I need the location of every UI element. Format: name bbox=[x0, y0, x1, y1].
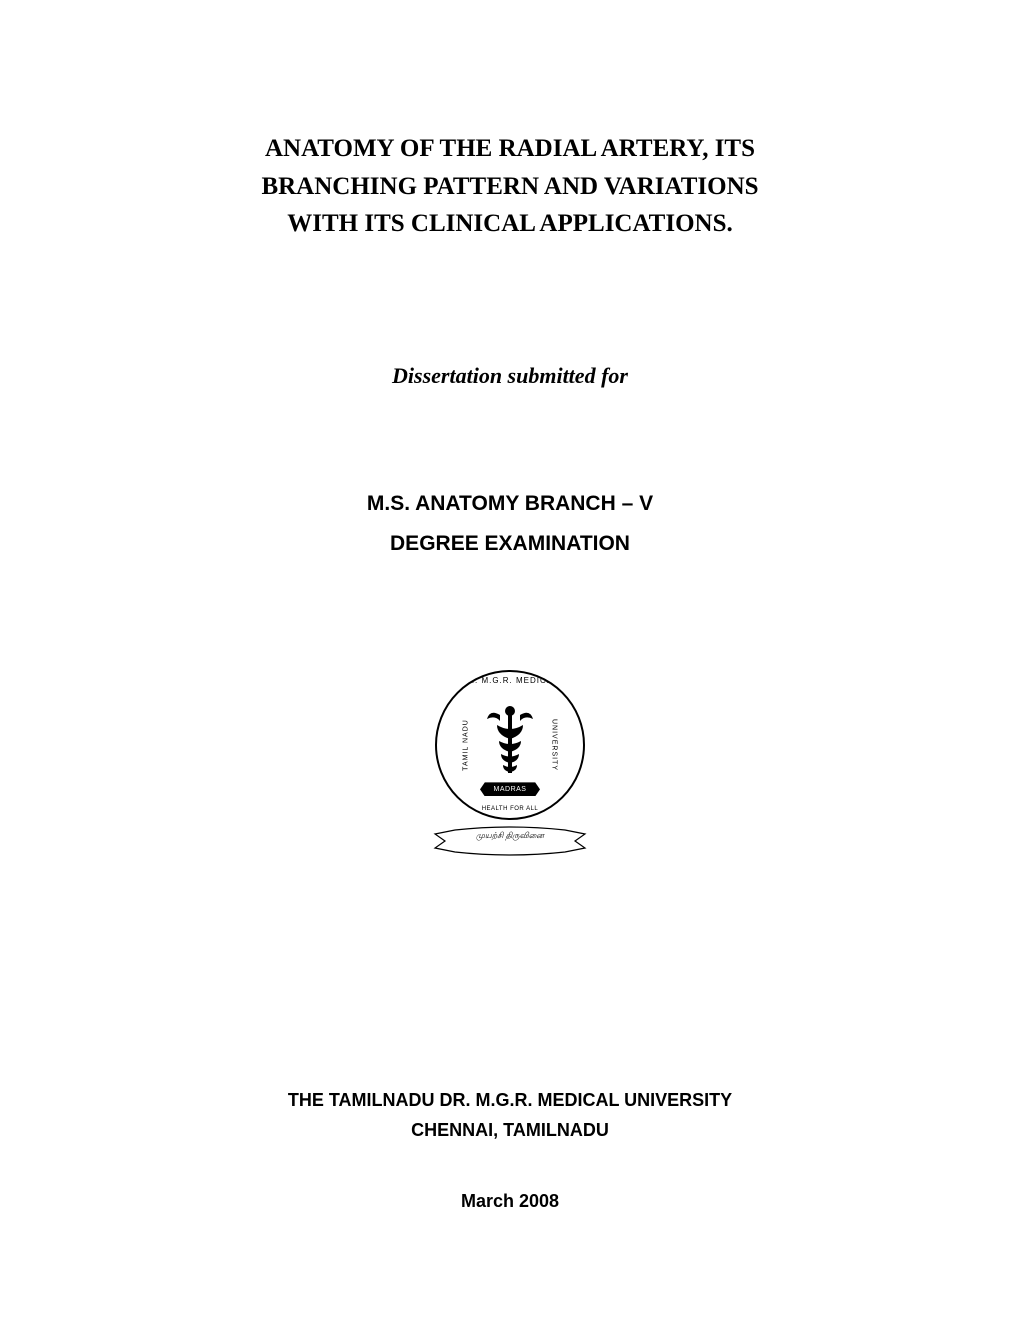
title-line-3: WITH ITS CLINICAL APPLICATIONS. bbox=[261, 205, 758, 243]
emblem-circle: DR. M.G.R. MEDICAL TAMIL NADU UNIVERSITY… bbox=[435, 670, 585, 820]
ribbon-text: முயற்சி திருவினை bbox=[425, 831, 595, 841]
submission-date: March 2008 bbox=[461, 1191, 559, 1212]
caduceus-icon bbox=[475, 705, 545, 785]
emblem-ribbon: முயற்சி திருவினை bbox=[425, 826, 595, 856]
degree-line-2: DEGREE EXAMINATION bbox=[367, 524, 653, 565]
submission-subtitle: Dissertation submitted for bbox=[392, 363, 628, 389]
emblem-arc-right: UNIVERSITY bbox=[550, 719, 557, 771]
university-line-1: THE TAMILNADU DR. M.G.R. MEDICAL UNIVERS… bbox=[288, 1086, 732, 1116]
title-line-1: ANATOMY OF THE RADIAL ARTERY, ITS bbox=[261, 130, 758, 168]
university-emblem: DR. M.G.R. MEDICAL TAMIL NADU UNIVERSITY… bbox=[425, 670, 595, 856]
university-name: THE TAMILNADU DR. M.G.R. MEDICAL UNIVERS… bbox=[288, 1086, 732, 1145]
emblem-arc-top: DR. M.G.R. MEDICAL bbox=[437, 676, 583, 685]
degree-block: M.S. ANATOMY BRANCH – V DEGREE EXAMINATI… bbox=[367, 484, 653, 566]
emblem-motto-band: HEALTH FOR ALL bbox=[482, 806, 539, 812]
dissertation-title-page: ANATOMY OF THE RADIAL ARTERY, ITS BRANCH… bbox=[0, 0, 1020, 1320]
title-line-2: BRANCHING PATTERN AND VARIATIONS bbox=[261, 168, 758, 206]
emblem-arc-left: TAMIL NADU bbox=[462, 720, 469, 772]
emblem-madras-band: MADRAS bbox=[480, 782, 540, 796]
university-line-2: CHENNAI, TAMILNADU bbox=[288, 1116, 732, 1146]
degree-line-1: M.S. ANATOMY BRANCH – V bbox=[367, 484, 653, 525]
dissertation-title: ANATOMY OF THE RADIAL ARTERY, ITS BRANCH… bbox=[261, 130, 758, 243]
